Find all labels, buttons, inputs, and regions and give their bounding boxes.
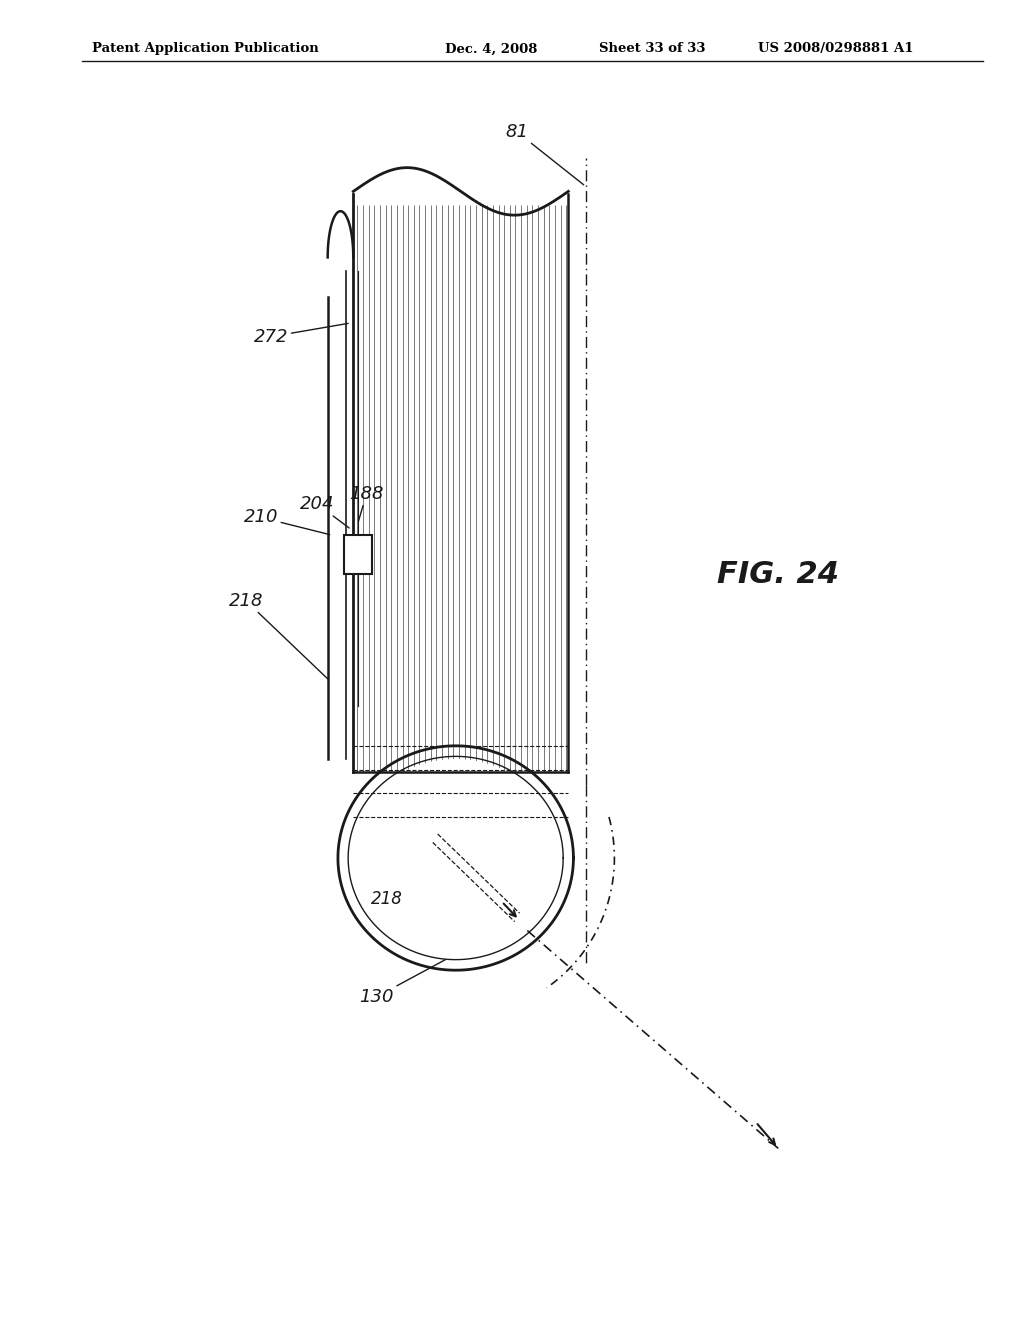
Text: US 2008/0298881 A1: US 2008/0298881 A1 [758, 42, 913, 55]
Text: Patent Application Publication: Patent Application Publication [92, 42, 318, 55]
Bar [344, 535, 372, 574]
Text: 81: 81 [506, 123, 584, 185]
Text: 204: 204 [300, 495, 349, 528]
Text: 210: 210 [244, 508, 330, 535]
Text: 130: 130 [359, 960, 445, 1006]
Text: 218: 218 [371, 890, 403, 908]
Text: FIG. 24: FIG. 24 [717, 560, 839, 589]
Ellipse shape [350, 759, 561, 957]
Text: Sheet 33 of 33: Sheet 33 of 33 [599, 42, 706, 55]
Text: 218: 218 [228, 591, 329, 680]
Text: Dec. 4, 2008: Dec. 4, 2008 [445, 42, 538, 55]
Text: 272: 272 [254, 323, 348, 346]
Text: 188: 188 [349, 484, 384, 521]
